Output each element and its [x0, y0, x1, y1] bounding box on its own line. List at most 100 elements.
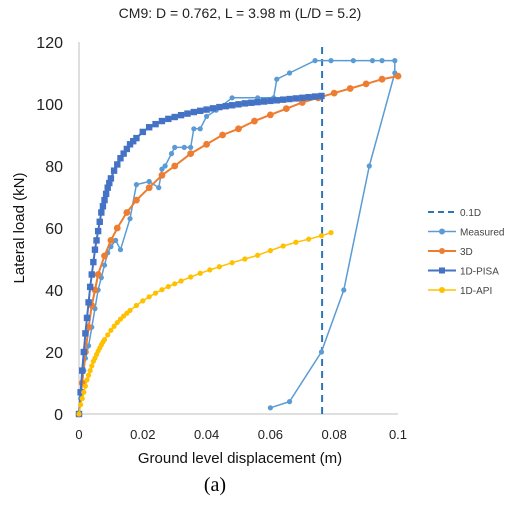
x-tick-label: 0.02 [130, 427, 155, 442]
y-tick-label: 80 [45, 159, 63, 176]
panel-label: (a) [203, 474, 227, 496]
data-point-1d-pisa [235, 101, 242, 108]
data-point-3d [362, 80, 370, 88]
data-point-1d-api [89, 363, 95, 369]
legend-label-0-1d: 0.1D [460, 208, 481, 219]
data-point-1d-api [114, 319, 120, 326]
data-point-1d-pisa [114, 161, 121, 168]
data-point-1d-pisa [78, 367, 86, 374]
data-point-1d-pisa [203, 106, 210, 113]
data-point-1d-api [127, 307, 133, 314]
data-point-1d-api [178, 278, 184, 284]
data-point-1d-api [293, 239, 299, 245]
legend-marker-1d-pisa [439, 267, 445, 274]
data-point-3d [267, 111, 274, 119]
data-point-measured [117, 247, 124, 253]
data-point-3d [330, 89, 338, 97]
data-point-1d-pisa [107, 175, 115, 182]
data-point-1d-api [146, 294, 152, 300]
data-point-1d-pisa [279, 96, 287, 103]
data-point-1d-pisa [222, 102, 229, 110]
data-point-1d-pisa [101, 196, 108, 204]
data-point-1d-pisa [216, 103, 223, 111]
data-point-1d-pisa [91, 246, 99, 253]
data-point-1d-api [306, 236, 312, 242]
data-point-1d-pisa [104, 184, 111, 191]
data-point-measured [146, 178, 152, 185]
data-point-1d-pisa [254, 98, 261, 106]
data-point-1d-api [280, 243, 286, 249]
x-tick-label: 0.06 [258, 427, 283, 442]
data-point-measured [369, 58, 376, 64]
data-point-3d [133, 196, 140, 204]
data-point-1d-api [318, 233, 325, 239]
data-point-1d-pisa [318, 92, 325, 100]
y-tick-label: 20 [45, 345, 63, 362]
data-point-1d-pisa [177, 111, 185, 119]
data-point-3d [219, 131, 226, 139]
data-point-1d-api [172, 281, 178, 287]
data-point-measured [350, 58, 356, 64]
data-point-3d [282, 105, 290, 113]
data-point-1d-pisa [228, 102, 236, 109]
data-point-1d-api [140, 298, 146, 304]
data-point-measured [366, 163, 372, 169]
data-point-1d-pisa [123, 145, 131, 153]
data-point-1d-api [111, 323, 117, 329]
data-point-1d-pisa [120, 150, 127, 157]
data-point-measured [113, 237, 119, 243]
data-point-3d [145, 184, 153, 192]
data-point-1d-pisa [248, 99, 255, 106]
data-point-1d-pisa [209, 105, 217, 112]
y-axis-label: Lateral load (kN) [11, 173, 28, 284]
data-point-1d-pisa [117, 155, 124, 162]
data-point-measured [318, 349, 325, 355]
data-point-measured [286, 399, 293, 405]
data-point-measured [101, 262, 108, 268]
data-point-1d-pisa [267, 97, 274, 105]
data-point-measured [392, 58, 398, 64]
data-point-1d-pisa [197, 107, 204, 115]
data-point-1d-pisa [133, 134, 140, 142]
data-point-measured [379, 58, 385, 64]
data-point-1d-pisa [311, 93, 319, 100]
data-point-1d-pisa [184, 110, 191, 117]
data-point-3d [187, 150, 195, 158]
data-point-1d-pisa [88, 271, 95, 278]
data-point-measured [127, 216, 133, 222]
legend: 0.1D Measured 3D 1D-PISA 1D-API [428, 208, 504, 297]
x-tick-label: 0.08 [322, 427, 347, 442]
series-line-1d-pisa [78, 94, 322, 415]
data-point-1d-pisa [77, 389, 84, 396]
data-point-3d [113, 224, 121, 232]
data-point-1d-pisa [85, 299, 92, 306]
data-point-1d-api [188, 274, 194, 280]
data-point-1d-pisa [292, 95, 300, 102]
x-tick-label: 0.04 [194, 427, 219, 442]
data-point-3d [158, 171, 166, 179]
data-point-1d-api [82, 383, 88, 389]
data-point-1d-api [133, 302, 140, 309]
data-point-1d-api [152, 290, 159, 296]
data-point-3d [101, 252, 108, 260]
data-point-measured [328, 58, 334, 64]
data-point-measured [341, 287, 347, 293]
data-point-1d-pisa [96, 218, 103, 225]
data-point-1d-pisa [305, 93, 312, 101]
series-line-measured [78, 59, 396, 415]
data-point-3d [235, 125, 242, 133]
data-point-3d [346, 85, 354, 92]
data-point-1d-api [76, 411, 82, 417]
data-point-3d [394, 72, 402, 80]
data-point-measured [156, 185, 162, 191]
x-tick-label: 0.1 [389, 427, 407, 442]
plot-area: 0 0.02 0.04 0.06 0.08 0.1 0 20 40 60 80 100 120 [36, 35, 407, 442]
data-point-1d-pisa [86, 283, 94, 291]
data-point-measured [133, 182, 140, 188]
data-point-3d [123, 209, 131, 216]
data-point-measured [229, 95, 235, 101]
y-tick-label: 120 [36, 35, 63, 52]
data-point-measured [286, 70, 293, 76]
data-point-1d-pisa [110, 167, 118, 174]
